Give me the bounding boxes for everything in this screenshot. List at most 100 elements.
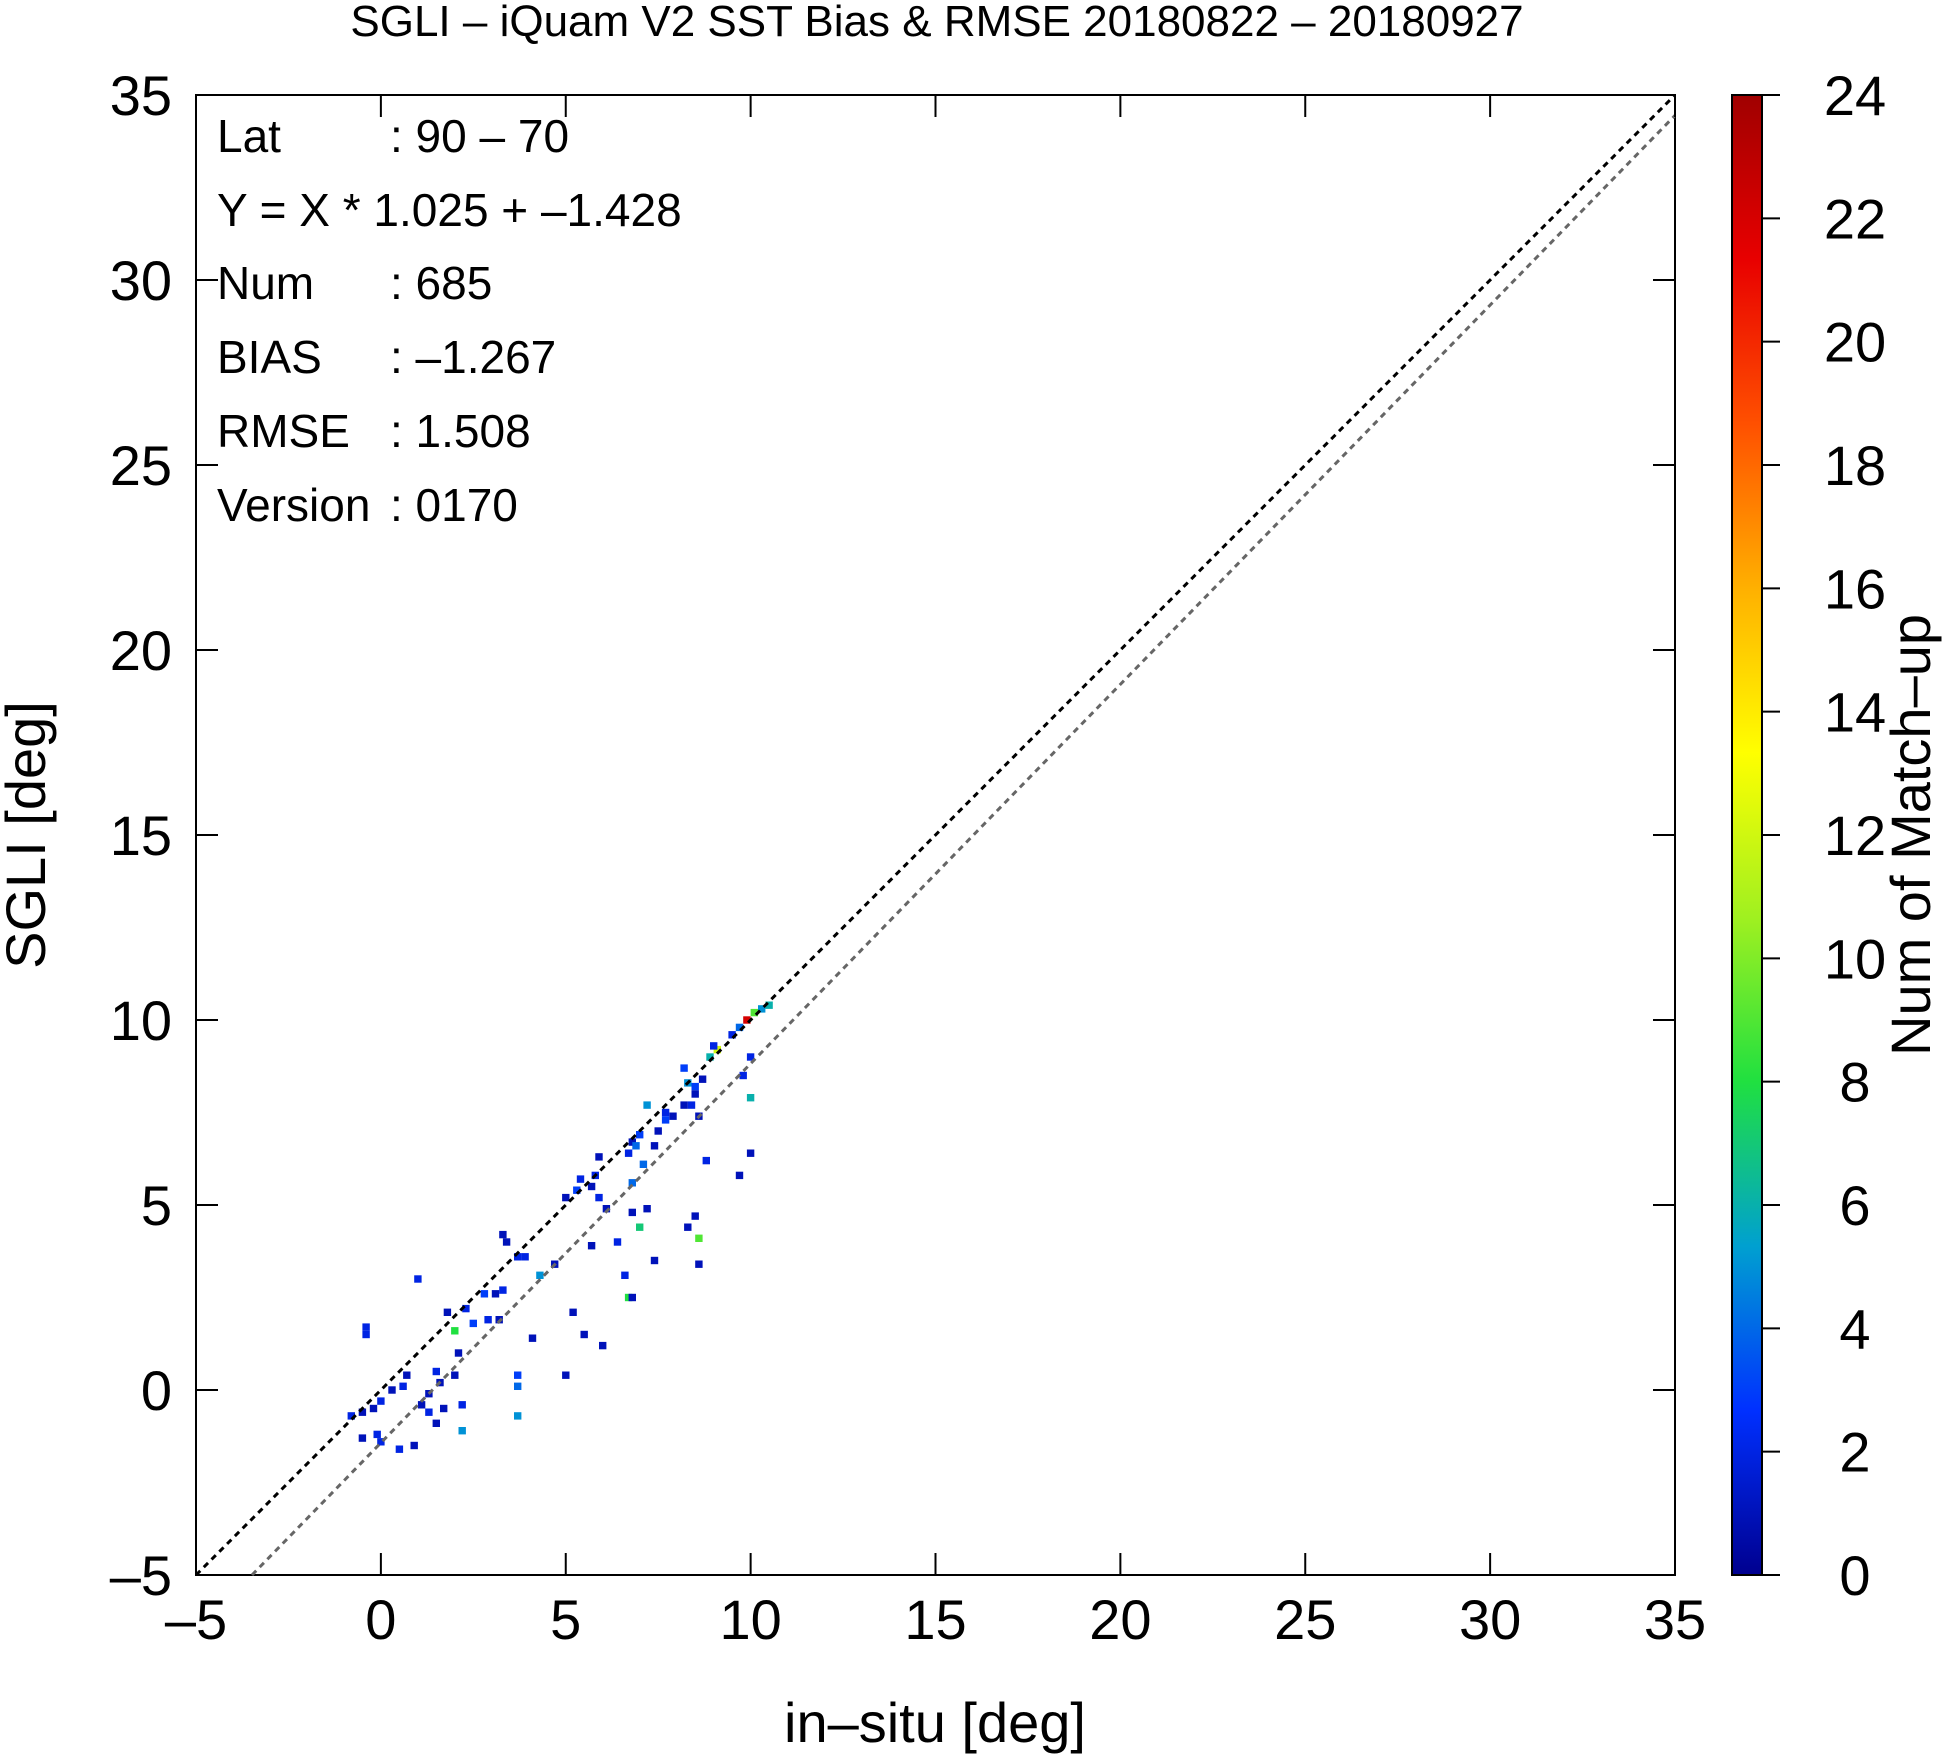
stat-value-bias: : –1.267 [390,331,556,383]
heatmap-cell [639,1160,648,1168]
heatmap-cell [691,1212,699,1220]
colorbar-tick-label: 18 [1824,434,1886,497]
heatmap-cell [414,1275,422,1283]
colorbar-tick-label: 8 [1839,1051,1870,1114]
heatmap-cell [636,1131,644,1139]
colorbar-tick-label: 12 [1824,804,1886,867]
stat-value-num: : 685 [390,257,492,309]
heatmap-cell [451,1371,459,1379]
x-tick-label: 5 [550,1588,581,1651]
heatmap-cell [417,1401,426,1409]
heatmap-cell [347,1412,355,1420]
heatmap-cell [735,1171,744,1180]
heatmap-cell [410,1441,418,1450]
y-axis-ticks: –5 0 5 10 15 20 25 30 35 [110,64,1675,1607]
y-tick-label: 0 [141,1359,172,1422]
y-tick-label: 35 [110,64,172,127]
x-tick-label: –5 [165,1588,227,1651]
y-tick-label: –5 [110,1544,172,1607]
colorbar-tick-label: 4 [1839,1297,1870,1360]
heatmap-cell [499,1286,507,1294]
heatmap-cell [491,1290,500,1298]
x-axis-ticks: –5 0 5 10 15 20 25 30 35 [165,95,1706,1651]
colorbar-tick-label: 22 [1824,187,1886,250]
heatmap-cell [458,1401,466,1409]
colorbar-tick-label: 0 [1839,1544,1870,1607]
heatmap-cell [602,1205,611,1213]
y-axis-label: SGLI [deg] [0,701,57,969]
stat-value-lat: : 90 – 70 [390,110,569,162]
regression-line [250,114,1677,1577]
x-axis-label: in–situ [deg] [784,1691,1086,1754]
heatmap-cell [624,1149,633,1157]
heatmap-cell [691,1082,699,1091]
heatmap-cell [735,1023,744,1032]
stat-label-bias: BIAS [217,331,322,383]
heatmap-cell [710,1042,718,1050]
heatmap-cell [750,1008,758,1017]
heatmap-cell [377,1438,385,1446]
x-tick-label: 10 [719,1588,781,1651]
heatmap-cell [713,1045,721,1054]
stat-value-version: : 0170 [390,479,518,531]
heatmap-cell [514,1412,522,1420]
heatmap-cell [636,1223,644,1231]
y-tick-label: 5 [141,1174,172,1237]
heatmap-cell [443,1308,452,1316]
heatmap-cell [643,1101,651,1109]
y-tick-label: 20 [110,619,172,682]
heatmap-cell [440,1404,448,1413]
heatmap-cell [388,1386,396,1394]
heatmap-cell [580,1330,588,1339]
heatmap-cell [765,1001,773,1009]
heatmap-cell [687,1101,696,1109]
heatmap-cell [695,1260,703,1268]
heatmap-cell [514,1253,522,1261]
heatmap-cell [684,1223,692,1231]
heatmap-cell [395,1445,404,1453]
colorbar-tick-label: 2 [1839,1421,1870,1484]
heatmap-cell [650,1142,659,1150]
heatmap-cell [743,1016,751,1024]
x-tick-label: 30 [1459,1588,1521,1651]
heatmap-cell [680,1064,688,1072]
heatmap-cell [358,1434,367,1442]
heatmap-cell [654,1127,662,1135]
heatmap-cell [469,1319,477,1328]
stat-label-num: Num [217,257,314,309]
heatmap-cell [573,1186,581,1194]
heatmap-cell [650,1256,659,1265]
heatmap-cell [358,1408,367,1416]
heatmap-cell [706,1053,714,1061]
heatmap-cell [569,1308,577,1316]
heatmap-cell [499,1230,507,1239]
y-tick-label: 10 [110,989,172,1052]
heatmap-cell [502,1238,511,1246]
heatmap-cell [695,1234,703,1242]
heatmap-cell [480,1290,489,1298]
x-tick-label: 0 [365,1588,396,1651]
x-tick-label: 25 [1274,1588,1336,1651]
one-to-one-line [194,93,1677,1577]
heatmap-cell [599,1341,607,1350]
stats-box: Lat : 90 – 70 Y = X * 1.025 + –1.428 Num… [217,110,682,531]
heatmap-cell [746,1149,755,1157]
stat-label-lat: Lat [217,110,281,162]
heatmap-cell [514,1371,522,1379]
heatmap-cell [521,1253,529,1261]
heatmap-cell [462,1304,470,1313]
heatmap-cell [746,1094,755,1102]
heatmap-cell [746,1053,755,1061]
heatmap-cell [758,1005,766,1013]
heatmap-cell [562,1371,570,1379]
heatmap-cell [661,1108,670,1117]
heatmap-cell [669,1112,677,1120]
colorbar-tick-label: 6 [1839,1174,1870,1237]
heatmap-cell [576,1175,585,1183]
heatmap-cell [454,1349,463,1357]
heatmap-cell [399,1382,407,1390]
heatmap-cell [528,1334,537,1342]
heatmap-cell [632,1142,640,1150]
heatmap-cell [698,1075,707,1083]
